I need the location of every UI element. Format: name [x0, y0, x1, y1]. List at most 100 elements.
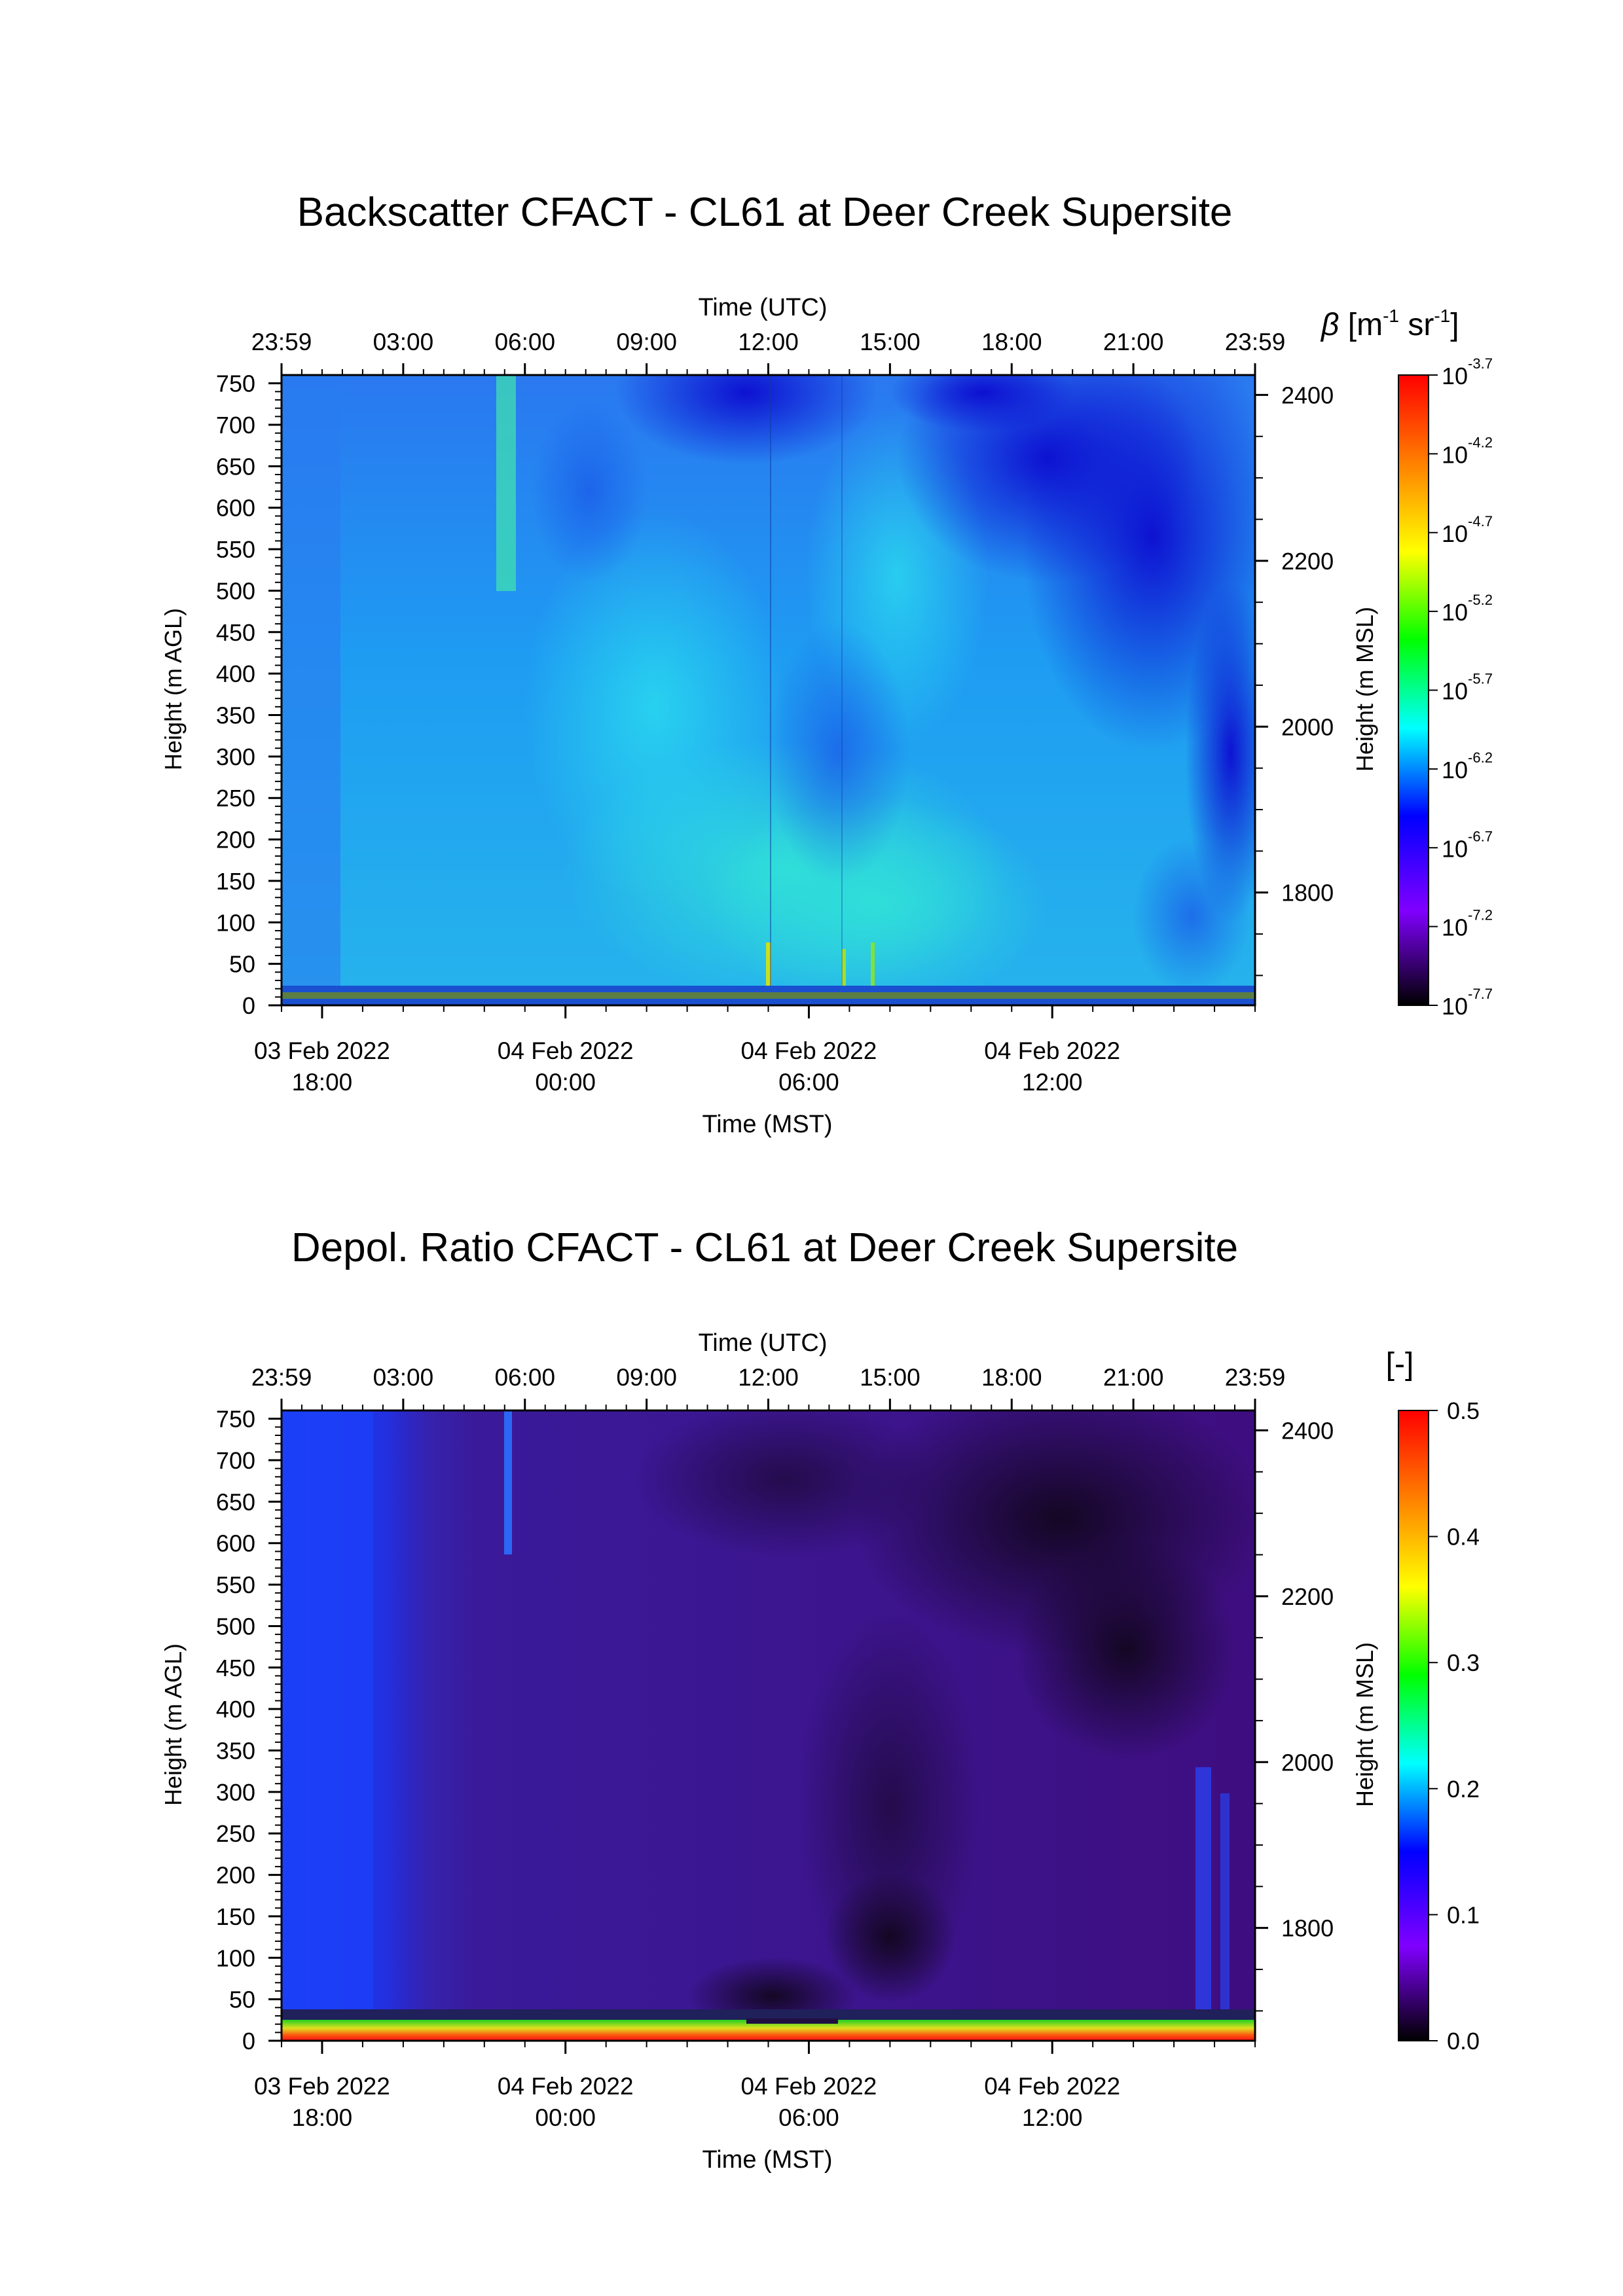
left-tick-label: 650: [216, 1488, 255, 1515]
left-tick-label: 550: [216, 536, 255, 563]
backscatter-field: [282, 375, 1255, 1005]
colorbar-label: β [m-1 sr-1]: [1320, 306, 1459, 342]
right-axis-label: Height (m MSL): [1351, 607, 1378, 772]
bottom-tick-date: 04 Feb 2022: [498, 1037, 634, 1064]
left-tick-label: 50: [229, 1986, 255, 2013]
top-tick-label: 12:00: [738, 1364, 799, 1391]
left-tick-label: 150: [216, 868, 255, 895]
left-tick-label: 0: [242, 992, 255, 1019]
top-tick-label: 18:00: [981, 329, 1042, 355]
left-tick-label: 750: [216, 370, 255, 397]
right-axis-ticks: 1800 2000 2200 2400: [1255, 382, 1334, 977]
colorbar: 10-3.7 10-4.2 10-4.7 10-5.2 10-5.7 10-6.2 10-6…: [1320, 306, 1493, 1020]
top-tick-label: 15:00: [860, 1364, 921, 1391]
left-tick-label: 300: [216, 744, 255, 770]
left-tick-label: 600: [216, 495, 255, 522]
left-tick-label: 500: [216, 577, 255, 604]
right-tick-label: 2400: [1281, 1417, 1334, 1444]
left-tick-label: 200: [216, 827, 255, 853]
bottom-tick-date: 04 Feb 2022: [984, 1037, 1120, 1064]
top-tick-label: 21:00: [1103, 329, 1164, 355]
top-tick-label: 15:00: [860, 329, 921, 355]
right-tick-label: 2200: [1281, 548, 1334, 575]
colorbar-tick-label: 10-6.2: [1442, 749, 1493, 783]
bottom-tick-time: 12:00: [1022, 1069, 1083, 1096]
top-tick-label: 03:00: [373, 329, 434, 355]
bottom-axis-ticks: 03 Feb 2022 18:00 04 Feb 2022 00:00 04 Feb 2…: [254, 1005, 1256, 1096]
bottom-tick-date: 03 Feb 2022: [254, 1037, 390, 1064]
left-tick-label: 450: [216, 1655, 255, 1681]
depol-field: [282, 1410, 1255, 2041]
bottom-tick-date: 03 Feb 2022: [254, 2073, 390, 2100]
right-tick-label: 2200: [1281, 1583, 1334, 1610]
right-tick-label: 1800: [1281, 1915, 1334, 1942]
left-tick-label: 50: [229, 951, 255, 978]
colorbar-tick-label: 10-5.7: [1442, 671, 1493, 705]
top-tick-label: 06:00: [494, 329, 555, 355]
bottom-tick-date: 04 Feb 2022: [741, 2073, 877, 2100]
right-tick-label: 2000: [1281, 713, 1334, 740]
colorbar-tick-label: 10-6.7: [1442, 828, 1493, 862]
chart-title: Backscatter CFACT - CL61 at Deer Creek S…: [297, 190, 1233, 235]
bottom-tick-time: 00:00: [535, 1069, 596, 1096]
bottom-tick-date: 04 Feb 2022: [741, 1037, 877, 1064]
left-tick-label: 100: [216, 1945, 255, 1971]
left-tick-label: 150: [216, 1903, 255, 1930]
colorbar-tick-label: 0.3: [1447, 1649, 1480, 1676]
top-axis-ticks: 23:59 03:00 06:00 09:00 12:00 15:00 18:00 21:00…: [251, 329, 1285, 375]
bottom-tick-time: 18:00: [292, 1069, 353, 1096]
colorbar-tick-label: 0.0: [1447, 2028, 1480, 2054]
top-tick-label: 23:59: [1225, 1364, 1286, 1391]
top-tick-label: 23:59: [251, 1364, 312, 1391]
left-axis-ticks: 0 50 100 150 200 250 300 350 400 450 500 550 600 650 7…: [216, 370, 282, 1019]
left-tick-label: 750: [216, 1406, 255, 1433]
colorbar-tick-label: 10-4.2: [1442, 434, 1493, 468]
colorbar-tick-label: 0.1: [1447, 1901, 1480, 1928]
bottom-axis-label: Time (MST): [702, 2146, 832, 2174]
colorbar-tick-label: 10-7.2: [1442, 907, 1493, 941]
left-axis-label: Height (m AGL): [160, 608, 187, 770]
top-tick-label: 21:00: [1103, 1364, 1164, 1391]
left-tick-label: 400: [216, 660, 255, 687]
left-tick-label: 250: [216, 1820, 255, 1847]
top-tick-label: 06:00: [494, 1364, 555, 1391]
left-tick-label: 700: [216, 412, 255, 439]
bottom-axis-ticks: 03 Feb 2022 18:00 04 Feb 2022 00:00 04 Feb 2…: [254, 2041, 1256, 2131]
colorbar-tick-label: 0.4: [1447, 1524, 1480, 1551]
bottom-tick-date: 04 Feb 2022: [498, 2073, 634, 2100]
colorbar: 0.5 0.4 0.3 0.2 0.1 0.0 [-]: [1386, 1347, 1480, 2054]
bottom-tick-date: 04 Feb 2022: [984, 2073, 1120, 2100]
right-tick-label: 1800: [1281, 880, 1334, 906]
top-tick-label: 23:59: [251, 329, 312, 355]
left-tick-label: 200: [216, 1862, 255, 1889]
left-tick-label: 650: [216, 453, 255, 480]
left-tick-label: 500: [216, 1613, 255, 1640]
colorbar-tick-label: 10-5.2: [1442, 592, 1493, 626]
left-tick-label: 600: [216, 1530, 255, 1557]
left-tick-label: 450: [216, 619, 255, 646]
colorbar-ticks: 10-3.7 10-4.2 10-4.7 10-5.2 10-5.7 10-6.2 10-6…: [1429, 355, 1493, 1020]
left-tick-label: 700: [216, 1447, 255, 1474]
left-tick-label: 350: [216, 1738, 255, 1765]
top-axis-ticks: 23:59 03:00 06:00 09:00 12:00 15:00 18:00 21:00…: [251, 1364, 1286, 1410]
colorbar-tick-label: 10-7.7: [1442, 986, 1493, 1020]
left-tick-label: 350: [216, 702, 255, 729]
top-axis-label: Time (UTC): [699, 1329, 828, 1357]
bottom-tick-time: 18:00: [292, 2104, 353, 2131]
top-tick-label: 12:00: [738, 329, 799, 355]
left-axis-label: Height (m AGL): [160, 1643, 187, 1806]
backscatter-panel: Backscatter CFACT - CL61 at Deer Creek S…: [160, 190, 1493, 1138]
colorbar-tick-label: 0.5: [1447, 1397, 1480, 1424]
top-axis-label: Time (UTC): [699, 294, 828, 321]
left-axis-ticks: 0 50 100 150 200 250 300 350 400 450 500 550 600 650 7…: [216, 1406, 282, 2054]
colorbar-scale: [1398, 374, 1429, 1006]
right-axis-ticks: 1800 2000 2200 2400: [1255, 1417, 1334, 2012]
left-tick-label: 250: [216, 785, 255, 812]
colorbar-scale: [1398, 1410, 1429, 2041]
right-axis-label: Height (m MSL): [1351, 1642, 1378, 1807]
left-tick-label: 400: [216, 1696, 255, 1723]
left-tick-label: 550: [216, 1571, 255, 1598]
colorbar-tick-label: 10-4.7: [1442, 513, 1493, 547]
left-tick-label: 300: [216, 1779, 255, 1806]
